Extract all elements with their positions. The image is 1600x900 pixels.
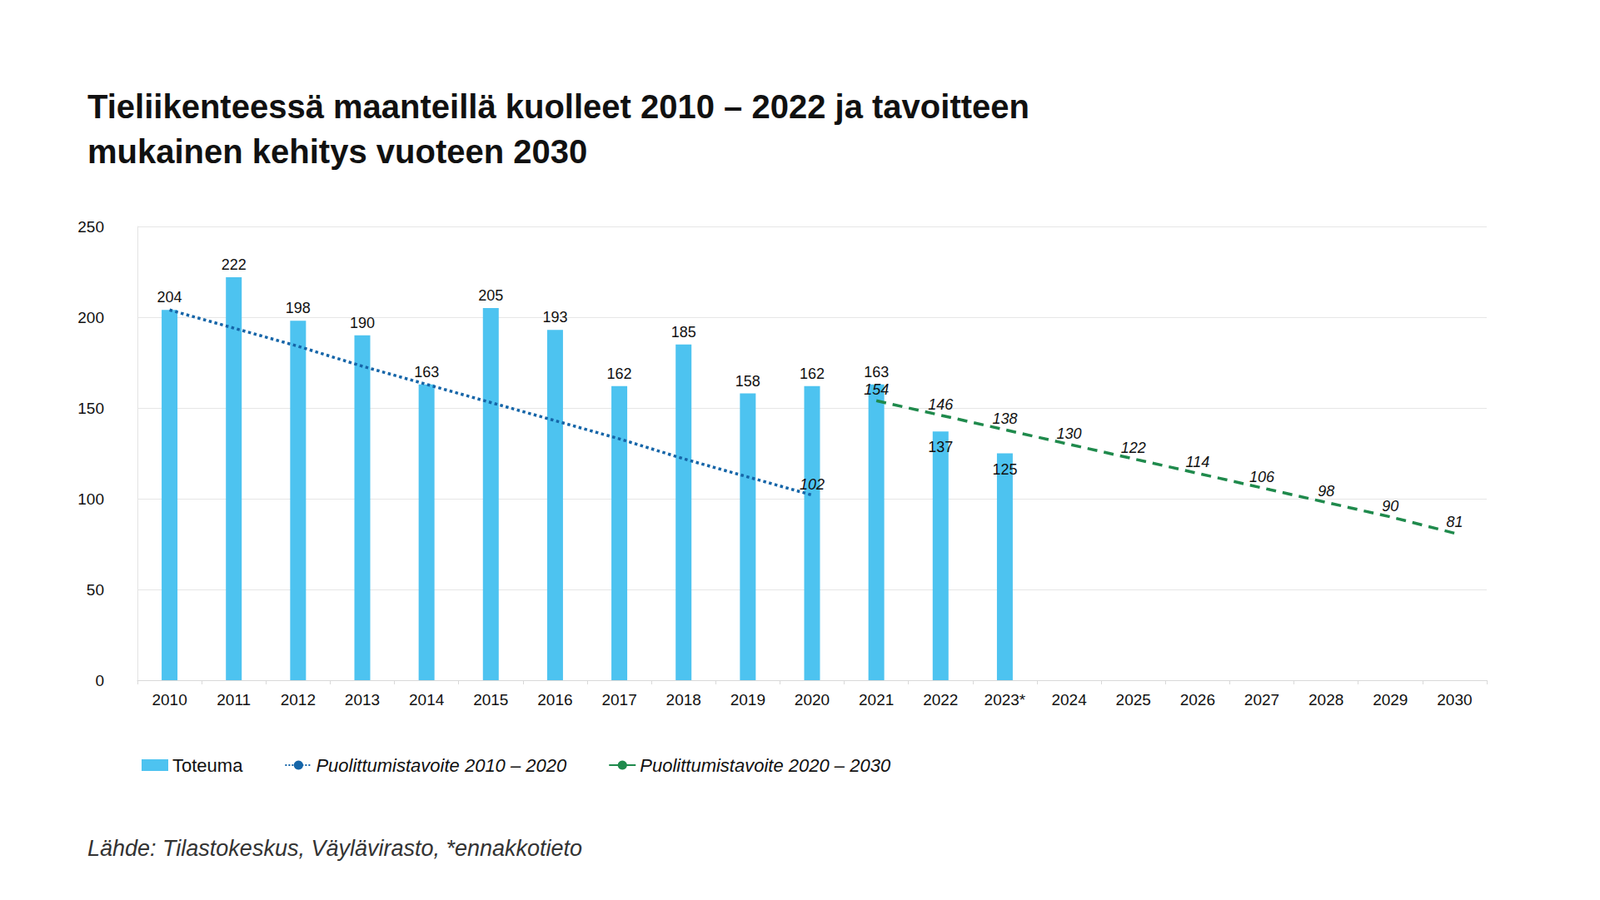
svg-text:2023*: 2023*: [984, 691, 1027, 709]
svg-text:205: 205: [478, 287, 504, 305]
svg-text:2013: 2013: [344, 691, 380, 709]
svg-text:mukainen kehitys vuoteen 2030: mukainen kehitys vuoteen 2030: [87, 133, 588, 170]
svg-text:163: 163: [413, 363, 439, 381]
svg-text:90: 90: [1381, 498, 1399, 515]
svg-text:Toteuma: Toteuma: [172, 755, 244, 777]
svg-text:Puolittumistavoite 2010 – 2020: Puolittumistavoite 2010 – 2020: [315, 755, 568, 777]
svg-text:2027: 2027: [1244, 691, 1280, 709]
svg-text:163: 163: [863, 363, 889, 381]
svg-text:2019: 2019: [730, 691, 766, 709]
svg-text:130: 130: [1056, 425, 1082, 443]
svg-text:138: 138: [991, 410, 1017, 428]
svg-text:250: 250: [77, 218, 105, 236]
svg-text:2020: 2020: [794, 691, 830, 709]
svg-text:0: 0: [94, 672, 105, 690]
svg-text:2024: 2024: [1051, 691, 1087, 709]
svg-text:190: 190: [349, 314, 375, 332]
svg-text:114: 114: [1186, 453, 1211, 471]
svg-text:162: 162: [799, 365, 825, 383]
svg-text:2012: 2012: [280, 691, 316, 709]
svg-text:200: 200: [77, 309, 105, 327]
svg-text:Puolittumistavoite 2020 – 2030: Puolittumistavoite 2020 – 2030: [639, 755, 892, 777]
svg-text:222: 222: [221, 256, 247, 274]
svg-text:2026: 2026: [1180, 691, 1216, 709]
svg-text:154: 154: [863, 381, 889, 399]
svg-text:2021: 2021: [858, 691, 894, 709]
svg-text:106: 106: [1249, 468, 1276, 486]
svg-text:2014: 2014: [408, 691, 445, 709]
svg-text:193: 193: [542, 309, 568, 326]
svg-text:2028: 2028: [1308, 691, 1344, 709]
svg-text:2029: 2029: [1372, 691, 1408, 709]
svg-text:2010: 2010: [151, 691, 187, 709]
svg-text:2025: 2025: [1116, 691, 1152, 709]
svg-text:185: 185: [671, 323, 697, 341]
svg-text:146: 146: [927, 396, 954, 414]
svg-text:2030: 2030: [1436, 691, 1472, 709]
svg-text:122: 122: [1121, 439, 1147, 457]
svg-text:Lähde: Tilastokeskus, Väylävir: Lähde: Tilastokeskus, Väylävirasto, *enn…: [87, 836, 583, 862]
svg-text:2018: 2018: [666, 691, 702, 709]
svg-text:2017: 2017: [601, 691, 637, 709]
svg-text:50: 50: [86, 581, 105, 599]
svg-text:204: 204: [157, 289, 183, 306]
svg-text:150: 150: [77, 399, 105, 418]
svg-text:100: 100: [77, 490, 105, 509]
svg-text:162: 162: [607, 365, 633, 383]
svg-text:198: 198: [285, 299, 311, 317]
svg-text:158: 158: [735, 373, 761, 390]
svg-text:102: 102: [799, 476, 825, 494]
svg-text:125: 125: [991, 461, 1017, 479]
svg-text:81: 81: [1445, 513, 1463, 531]
svg-text:Tieliikenteessä maanteillä kuo: Tieliikenteessä maanteillä kuolleet 2010…: [87, 88, 1030, 125]
svg-text:98: 98: [1317, 483, 1335, 500]
svg-text:2016: 2016: [537, 691, 573, 709]
svg-text:2015: 2015: [473, 691, 509, 709]
svg-text:2011: 2011: [216, 691, 251, 709]
svg-text:2022: 2022: [922, 691, 958, 709]
svg-text:137: 137: [927, 438, 953, 456]
